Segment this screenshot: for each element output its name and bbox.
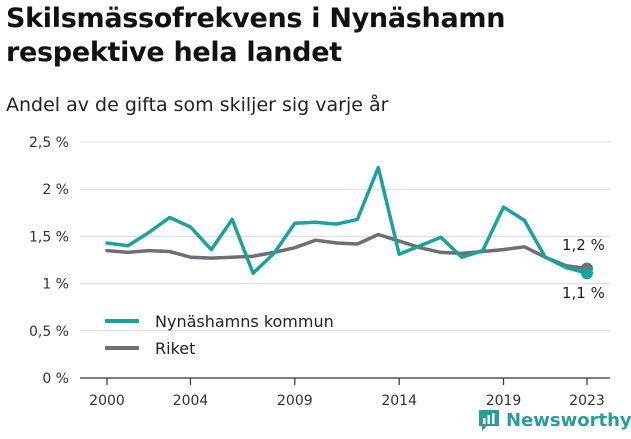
x-tick-label: 2009 <box>277 393 313 409</box>
legend-label-nynashamn: Nynäshamns kommun <box>155 312 334 331</box>
y-tick-label: 1 % <box>42 277 69 293</box>
y-tick-label: 2 % <box>42 182 69 198</box>
x-tick-label: 2014 <box>381 393 417 409</box>
y-tick-label: 0,5 % <box>29 324 69 340</box>
series-line-riket <box>105 232 589 271</box>
end-markers <box>581 262 593 280</box>
series-lines <box>105 165 589 275</box>
x-axis: 2000 2004 2009 2014 2019 2023 <box>80 377 610 409</box>
y-tick-label: 1,5 % <box>29 229 69 245</box>
legend-label-riket: Riket <box>155 339 195 358</box>
y-axis-ticks: 0 % 0,5 % 1 % 1,5 % 2 % 2,5 % <box>29 135 69 387</box>
x-tick-label: 2000 <box>89 393 125 409</box>
end-point-nynashamn <box>581 267 593 280</box>
gridlines <box>80 141 610 332</box>
chart-title: Skilsmässofrekvens i Nynäshamn respektiv… <box>6 3 506 68</box>
newsworthy-icon <box>479 410 499 431</box>
x-tick-label: 2023 <box>569 393 605 409</box>
end-label-nynashamn: 1,1 % <box>562 284 605 302</box>
end-label-riket: 1,2 % <box>562 236 605 254</box>
y-tick-label: 2,5 % <box>29 135 69 151</box>
legend: Nynäshamns kommun Riket <box>105 312 334 358</box>
newsworthy-logo: Newsworthy <box>477 408 631 432</box>
chart-subtitle: Andel av de gifta som skiljer sig varje … <box>6 94 389 116</box>
brand-name: Newsworthy <box>506 409 631 431</box>
x-tick-label: 2004 <box>173 393 209 409</box>
x-tick-label: 2019 <box>486 393 522 409</box>
series-line-nynashamn <box>105 165 589 275</box>
y-tick-label: 0 % <box>42 371 69 387</box>
